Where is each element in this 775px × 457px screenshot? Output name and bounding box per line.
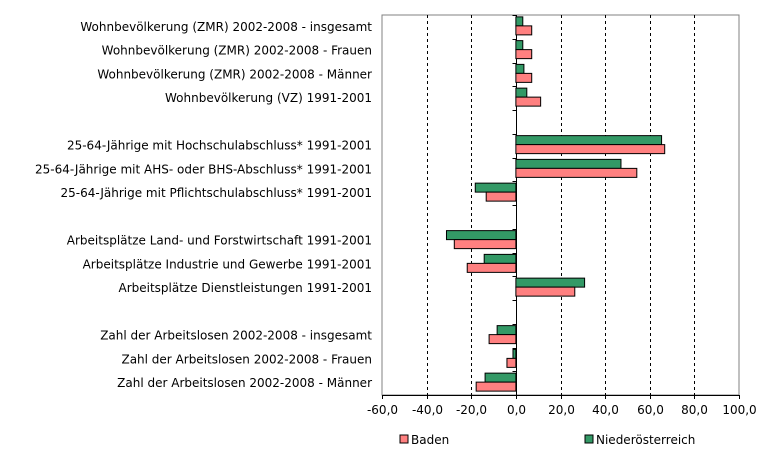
bar-baden	[466, 262, 517, 273]
category-label: Zahl der Arbeitslosen 2002-2008 - Frauen	[121, 352, 372, 366]
bar-niederoesterreich	[515, 87, 528, 98]
legend-swatch-niederoesterreich	[584, 434, 594, 444]
bar-baden	[515, 72, 533, 83]
bar-baden	[506, 357, 517, 368]
category-label: 25-64-Jährige mit Hochschulabschluss* 19…	[67, 139, 372, 153]
category-label: 25-64-Jährige mit Pflichtschulabschluss*…	[60, 186, 372, 200]
bar-niederoesterreich	[515, 40, 524, 51]
bar-baden	[488, 334, 517, 345]
x-tick-label: 0,0	[507, 403, 526, 417]
category-label: Zahl der Arbeitslosen 2002-2008 - Männer	[117, 376, 372, 390]
category-label: 25-64-Jährige mit AHS- oder BHS-Abschlus…	[35, 162, 372, 176]
category-label: Arbeitsplätze Dienstleistungen 1991-2001	[118, 281, 372, 295]
bar-niederoesterreich	[496, 325, 517, 336]
bar-niederoesterreich	[515, 158, 622, 169]
category-label: Arbeitsplätze Industrie und Gewerbe 1991…	[83, 257, 372, 271]
bar-niederoesterreich	[515, 63, 525, 74]
bar-baden	[485, 191, 517, 202]
bar-baden	[475, 381, 517, 392]
legend-label: Baden	[411, 433, 449, 447]
bar-niederoesterreich	[484, 372, 517, 383]
bar-niederoesterreich	[445, 230, 517, 241]
x-tick-label: 20,0	[548, 403, 575, 417]
category-label: Wohnbevölkerung (ZMR) 2002-2008 - Männer	[97, 67, 372, 81]
category-label: Wohnbevölkerung (ZMR) 2002-2008 - insges…	[80, 20, 372, 34]
bar-niederoesterreich	[515, 16, 524, 27]
x-tick-label: 40,0	[592, 403, 619, 417]
x-tick-label: -20,0	[456, 403, 487, 417]
bar-baden	[515, 49, 533, 60]
legend-label: Niederösterreich	[596, 433, 695, 447]
bar-niederoesterreich	[515, 135, 663, 146]
bar-baden	[515, 286, 576, 297]
x-tick-label: -60,0	[367, 403, 398, 417]
x-tick-label: 80,0	[681, 403, 708, 417]
bar-baden	[515, 96, 542, 107]
bar-niederoesterreich	[483, 253, 517, 264]
bar-niederoesterreich	[515, 277, 586, 288]
category-label: Wohnbevölkerung (ZMR) 2002-2008 - Frauen	[102, 44, 372, 58]
x-tick-label: -40,0	[412, 403, 443, 417]
x-tick-label: 100,0	[722, 403, 756, 417]
legend-swatch-baden	[399, 434, 409, 444]
bar-baden	[515, 25, 533, 36]
bar-baden	[453, 239, 517, 250]
category-label: Zahl der Arbeitslosen 2002-2008 - insges…	[100, 329, 372, 343]
x-tick-label: 60,0	[637, 403, 664, 417]
bar-niederoesterreich	[512, 348, 517, 359]
plot-area	[381, 14, 740, 396]
category-label: Wohnbevölkerung (VZ) 1991-2001	[165, 91, 372, 105]
category-label: Arbeitsplätze Land- und Forstwirtschaft …	[67, 234, 372, 248]
bar-niederoesterreich	[474, 182, 517, 193]
bar-baden	[515, 144, 666, 155]
bar-baden	[515, 167, 638, 178]
